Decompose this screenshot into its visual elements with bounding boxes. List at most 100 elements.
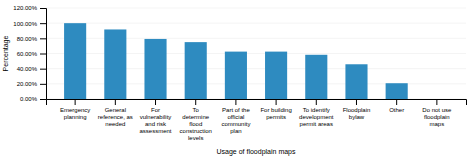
x-tick: Floodplainbylaw	[343, 99, 371, 120]
y-tick: 60.00%	[17, 51, 46, 57]
x-tick-mark	[356, 99, 357, 105]
bar	[225, 52, 247, 99]
x-axis-title: Usage of floodplain maps	[217, 148, 296, 156]
x-tick-label: Part of theofficialcommunityplan	[221, 107, 250, 134]
x-tick-label-line: official	[227, 114, 244, 120]
chart: 0.00% 20.00% 40.00% 60.00% 80.00% 100.00% 120.…	[0, 0, 474, 157]
x-tick-label-line: determine	[182, 114, 209, 120]
x-tick: To identifydevelopmentpermit areas	[299, 99, 334, 127]
x-tick-label-line: Floodplain	[343, 107, 371, 113]
x-tick: Do not usefloodplainmaps	[422, 99, 452, 127]
grid-line	[46, 8, 466, 9]
x-tick-label: Todeterminefloodconstructionlevels	[180, 107, 212, 141]
x-tick-label: To identifydevelopmentpermit areas	[299, 107, 334, 127]
bar	[64, 23, 86, 99]
x-tick-label-line: maps	[430, 121, 445, 127]
y-tick-mark	[40, 38, 46, 39]
x-tick-label: Other	[389, 107, 404, 113]
y-tick-label: 20.00%	[17, 81, 38, 87]
bar	[265, 52, 287, 99]
grid-line	[46, 23, 466, 24]
x-tick-label-line: plan	[230, 128, 241, 134]
y-axis-line	[40, 9, 47, 100]
y-axis-title: Percentage	[2, 35, 10, 71]
y-tick-mark	[40, 8, 46, 9]
x-axis-line	[47, 100, 467, 106]
y-tick-label: 40.00%	[17, 66, 38, 72]
x-axis: Emergencyplanning Generalreference, asnee…	[47, 99, 467, 141]
x-tick-mark	[235, 99, 236, 105]
x-tick-label-line: flood	[189, 121, 202, 127]
x-tick-label-line: reference, as	[98, 114, 133, 120]
y-tick-label: 60.00%	[17, 51, 38, 57]
x-tick: Generalreference, asneeded	[98, 99, 133, 127]
x-tick-label: Do not usefloodplainmaps	[422, 107, 452, 127]
x-tick-label-line: levels	[188, 135, 203, 141]
y-tick-label: 0.00%	[20, 96, 38, 102]
bar	[345, 64, 367, 99]
y-tick: 80.00%	[17, 36, 46, 42]
x-tick: Emergencyplanning	[60, 99, 90, 120]
x-tick-label-line: Other	[389, 107, 404, 113]
x-tick-label-line: floodplain	[424, 114, 450, 120]
x-tick-label-line: For building	[260, 107, 291, 113]
x-tick: Todeterminefloodconstructionlevels	[180, 99, 212, 141]
x-tick-mark	[195, 99, 196, 105]
x-tick-label-line: To identify	[303, 107, 330, 113]
x-tick-label: Emergencyplanning	[60, 107, 90, 120]
x-tick-label-line: permits	[266, 114, 286, 120]
y-tick-mark	[40, 84, 46, 85]
x-tick-label-line: vulnerability	[140, 114, 172, 120]
bar	[426, 99, 448, 100]
x-tick-mark	[436, 99, 437, 105]
x-tick-mark	[155, 99, 156, 105]
x-tick-label-line: bylaw	[349, 114, 365, 120]
x-tick-mark	[75, 99, 76, 105]
y-axis: 0.00% 20.00% 40.00% 60.00% 80.00% 100.00% 120.…	[13, 5, 46, 102]
x-tick-label: Generalreference, asneeded	[98, 107, 133, 127]
x-tick-label-line: General	[105, 107, 126, 113]
x-tick-label: For buildingpermits	[260, 107, 291, 120]
x-tick-mark	[276, 99, 277, 105]
x-tick-mark	[316, 99, 317, 105]
y-tick-label: 80.00%	[17, 36, 38, 42]
y-tick-label: 120.00%	[13, 5, 37, 11]
bar	[104, 29, 126, 99]
x-tick-mark	[115, 99, 116, 105]
x-tick-label: Forvulnerabilityand riskassessment	[140, 107, 172, 134]
x-tick-label: Floodplainbylaw	[343, 107, 371, 120]
y-tick-mark	[40, 99, 46, 100]
x-tick-label-line: development	[299, 114, 334, 120]
bar	[386, 83, 408, 99]
x-tick: Part of theofficialcommunityplan	[221, 99, 250, 134]
y-tick: 40.00%	[17, 66, 46, 72]
x-tick: Forvulnerabilityand riskassessment	[140, 99, 172, 134]
x-tick: For buildingpermits	[260, 99, 291, 120]
x-tick-label-line: assessment	[140, 128, 172, 134]
y-tick-mark	[40, 69, 46, 70]
x-tick-label-line: To	[193, 107, 200, 113]
x-tick-label-line: Emergency	[60, 107, 90, 113]
x-tick: Other	[389, 99, 404, 113]
plot: 0.00% 20.00% 40.00% 60.00% 80.00% 100.00% 120.…	[13, 5, 466, 140]
bar	[305, 55, 327, 99]
y-tick: 0.00%	[20, 96, 46, 102]
y-tick: 120.00%	[13, 5, 46, 11]
x-tick-label-line: community	[221, 121, 250, 127]
bar	[144, 39, 166, 99]
y-tick: 20.00%	[17, 81, 46, 87]
y-tick-mark	[40, 23, 46, 24]
grid	[46, 8, 466, 99]
x-tick-label-line: Part of the	[222, 107, 250, 113]
y-tick-mark	[40, 54, 46, 55]
y-tick-label: 100.00%	[13, 21, 37, 27]
y-tick: 100.00%	[13, 21, 46, 27]
x-tick-label-line: needed	[105, 121, 125, 127]
x-tick-label-line: permit areas	[300, 121, 333, 127]
bar	[185, 42, 207, 99]
x-tick-label-line: construction	[180, 128, 212, 134]
x-tick-mark	[396, 99, 397, 105]
bars	[64, 23, 408, 99]
x-tick-label-line: planning	[64, 114, 87, 120]
x-tick-label-line: and risk	[145, 121, 167, 127]
